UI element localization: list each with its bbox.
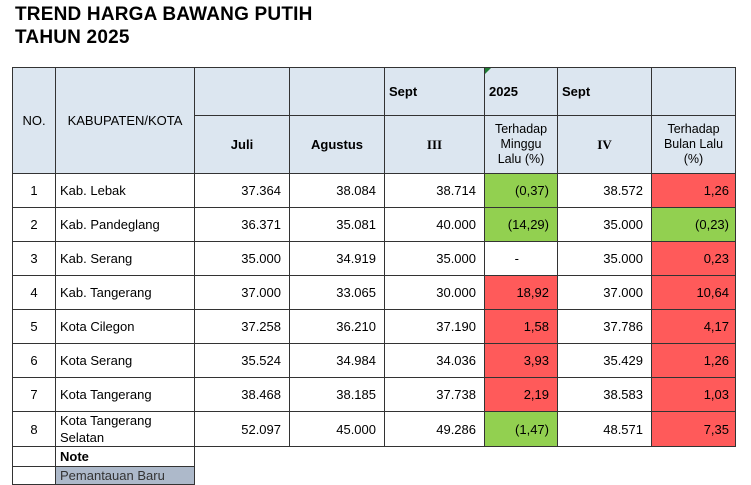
row-week4-price: 38.572: [557, 173, 652, 208]
price-table: NO. KABUPATEN/KOTA Sept 2025 Sept Juli A…: [12, 67, 736, 485]
row-juli-price: 35.524: [194, 343, 290, 378]
row-weekly-change: 1,58: [484, 309, 558, 344]
row-region-name: Kab. Serang: [55, 241, 195, 276]
row-week3-price: 34.036: [384, 343, 485, 378]
row-agustus-price: 36.210: [289, 309, 385, 344]
row-monthly-change: 1,26: [651, 173, 736, 208]
row-agustus-price: 38.084: [289, 173, 385, 208]
row-week4-price: 38.583: [557, 377, 652, 412]
row-week4-price: 37.786: [557, 309, 652, 344]
header-empty-agustus: [289, 67, 385, 116]
row-juli-price: 37.364: [194, 173, 290, 208]
row-region-name: Kab. Pandeglang: [55, 207, 195, 242]
row-agustus-price: 34.984: [289, 343, 385, 378]
row-week4-price: 48.571: [557, 411, 652, 447]
row-week3-price: 37.738: [384, 377, 485, 412]
row-number: 1: [12, 173, 56, 208]
table-row: 5 Kota Cilegon 37.258 36.210 37.190 1,58 37.78…: [12, 309, 736, 344]
row-monthly-change: 4,17: [651, 309, 736, 344]
row-monthly-change: (0,23): [651, 207, 736, 242]
row-agustus-price: 38.185: [289, 377, 385, 412]
comment-marker-icon: [485, 68, 491, 74]
table-row: 6 Kota Serang 35.524 34.984 34.036 3,93 35.429…: [12, 343, 736, 378]
row-weekly-change: (14,29): [484, 207, 558, 242]
row-number: 5: [12, 309, 56, 344]
row-agustus-price: 35.081: [289, 207, 385, 242]
header-agustus: Agustus: [289, 115, 385, 174]
row-weekly-change: (1,47): [484, 411, 558, 447]
row-week3-price: 37.190: [384, 309, 485, 344]
row-week3-price: 40.000: [384, 207, 485, 242]
row-number: 3: [12, 241, 56, 276]
row-number: 6: [12, 343, 56, 378]
row-number: 7: [12, 377, 56, 412]
row-weekly-change: 2,19: [484, 377, 558, 412]
row-weekly-change: 18,92: [484, 275, 558, 310]
row-agustus-price: 45.000: [289, 411, 385, 447]
header-year-label: 2025: [489, 84, 518, 99]
row-juli-price: 37.258: [194, 309, 290, 344]
row-region-name: Kab. Tangerang: [55, 275, 195, 310]
row-week3-price: 30.000: [384, 275, 485, 310]
table-row: 2 Kab. Pandeglang 36.371 35.081 40.000 (14,29…: [12, 207, 736, 242]
row-region-name: Kota Serang: [55, 343, 195, 378]
row-monthly-change: 0,23: [651, 241, 736, 276]
legend-new-monitoring: Pemantauan Baru: [55, 466, 195, 485]
header-week-3: III: [384, 115, 485, 174]
header-sept-a: Sept: [384, 67, 485, 116]
header-terhadap-bulan: Terhadap Bulan Lalu (%): [651, 115, 736, 174]
row-week3-price: 49.286: [384, 411, 485, 447]
row-monthly-change: 10,64: [651, 275, 736, 310]
table-row: 1 Kab. Lebak 37.364 38.084 38.714 (0,37) 38.57…: [12, 173, 736, 208]
row-juli-price: 35.000: [194, 241, 290, 276]
header-kabupaten: KABUPATEN/KOTA: [55, 67, 195, 174]
header-empty-juli: [194, 67, 290, 116]
row-juli-price: 37.000: [194, 275, 290, 310]
row-juli-price: 36.371: [194, 207, 290, 242]
note-spacer: [12, 446, 56, 467]
row-week4-price: 37.000: [557, 275, 652, 310]
header-no: NO.: [12, 67, 56, 174]
table-row: 4 Kab. Tangerang 37.000 33.065 30.000 18,92 37…: [12, 275, 736, 310]
row-juli-price: 52.097: [194, 411, 290, 447]
row-weekly-change: -: [484, 241, 558, 276]
page-subtitle: TAHUN 2025: [15, 27, 130, 48]
header-year: 2025: [484, 67, 558, 116]
page-title: TREND HARGA BAWANG PUTIH: [15, 4, 313, 25]
table-row: 3 Kab. Serang 35.000 34.919 35.000-35.000 0,2…: [12, 241, 736, 276]
row-region-name: Kab. Lebak: [55, 173, 195, 208]
row-weekly-change: (0,37): [484, 173, 558, 208]
row-week3-price: 35.000: [384, 241, 485, 276]
row-agustus-price: 33.065: [289, 275, 385, 310]
header-terhadap-minggu: Terhadap Minggu Lalu (%): [484, 115, 558, 174]
table-row: 7 Kota Tangerang 38.468 38.185 37.738 2,19 38.…: [12, 377, 736, 412]
header-sept-b: Sept: [557, 67, 652, 116]
row-region-name: Kota Tangerang Selatan: [55, 411, 195, 447]
row-week4-price: 35.000: [557, 207, 652, 242]
row-week4-price: 35.429: [557, 343, 652, 378]
row-juli-price: 38.468: [194, 377, 290, 412]
row-week3-price: 38.714: [384, 173, 485, 208]
row-monthly-change: 7,35: [651, 411, 736, 447]
row-monthly-change: 1,03: [651, 377, 736, 412]
note-label: Note: [55, 446, 195, 467]
legend-spacer: [12, 466, 56, 485]
row-number: 8: [12, 411, 56, 447]
header-week-4: IV: [557, 115, 652, 174]
row-week4-price: 35.000: [557, 241, 652, 276]
row-region-name: Kota Cilegon: [55, 309, 195, 344]
row-monthly-change: 1,26: [651, 343, 736, 378]
row-number: 4: [12, 275, 56, 310]
table-row: 8 Kota Tangerang Selatan 52.097 45.000 49.28…: [12, 411, 736, 447]
header-juli: Juli: [194, 115, 290, 174]
row-agustus-price: 34.919: [289, 241, 385, 276]
row-weekly-change: 3,93: [484, 343, 558, 378]
row-region-name: Kota Tangerang: [55, 377, 195, 412]
row-number: 2: [12, 207, 56, 242]
header-empty-bulan: [651, 67, 736, 116]
